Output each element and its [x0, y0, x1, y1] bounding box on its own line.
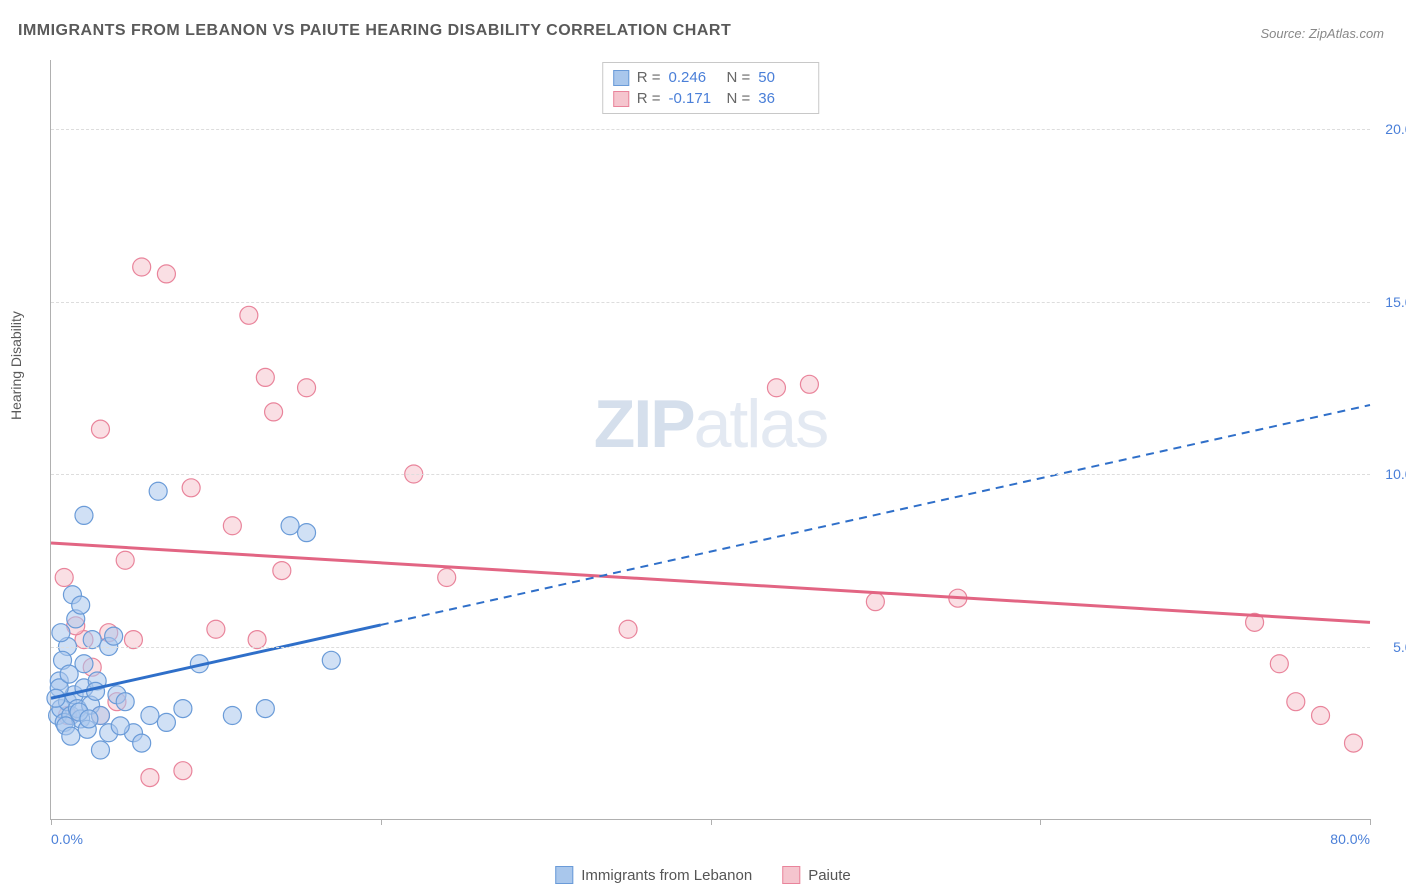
scatter-point	[298, 524, 316, 542]
scatter-point	[141, 769, 159, 787]
scatter-point	[52, 624, 70, 642]
stats-row-series2: R = -0.171 N = 36	[613, 88, 809, 109]
scatter-point	[60, 665, 78, 683]
scatter-point	[866, 593, 884, 611]
scatter-point	[256, 700, 274, 718]
stats-n-label: N =	[727, 90, 751, 107]
scatter-point	[87, 682, 105, 700]
scatter-point	[207, 620, 225, 638]
scatter-point	[72, 596, 90, 614]
stats-legend-box: R = 0.246 N = 50 R = -0.171 N = 36	[602, 62, 820, 114]
scatter-point	[182, 479, 200, 497]
stats-r-label: R =	[637, 69, 661, 86]
stats-r-value-1: 0.246	[669, 69, 719, 86]
legend-swatch-series2	[782, 866, 800, 884]
scatter-point	[91, 420, 109, 438]
scatter-point	[273, 562, 291, 580]
scatter-point	[240, 306, 258, 324]
scatter-point	[298, 379, 316, 397]
x-tick	[1370, 819, 1371, 825]
gridline-h	[51, 129, 1370, 130]
scatter-point	[256, 368, 274, 386]
scatter-point	[105, 627, 123, 645]
plot-svg	[51, 60, 1370, 819]
scatter-point	[265, 403, 283, 421]
plot-area: ZIPatlas R = 0.246 N = 50 R = -0.171 N =…	[50, 60, 1370, 820]
stats-row-series1: R = 0.246 N = 50	[613, 67, 809, 88]
x-tick-label: 0.0%	[51, 831, 83, 847]
x-tick	[381, 819, 382, 825]
source-attribution: Source: ZipAtlas.com	[1260, 26, 1384, 41]
scatter-point	[322, 651, 340, 669]
scatter-point	[55, 569, 73, 587]
scatter-point	[1312, 707, 1330, 725]
scatter-point	[281, 517, 299, 535]
legend-item-series2: Paiute	[782, 866, 851, 884]
stats-n-value-2: 36	[758, 90, 808, 107]
chart-title: IMMIGRANTS FROM LEBANON VS PAIUTE HEARIN…	[18, 22, 731, 40]
scatter-point	[75, 506, 93, 524]
y-tick-label: 15.0%	[1385, 294, 1406, 310]
scatter-point	[116, 551, 134, 569]
scatter-point	[157, 265, 175, 283]
y-axis-label: Hearing Disability	[8, 311, 24, 420]
scatter-point	[174, 762, 192, 780]
scatter-point	[91, 741, 109, 759]
scatter-point	[149, 482, 167, 500]
legend-item-series1: Immigrants from Lebanon	[555, 866, 752, 884]
stats-r-value-2: -0.171	[669, 90, 719, 107]
scatter-point	[438, 569, 456, 587]
stats-swatch-series2	[613, 91, 629, 107]
scatter-point	[767, 379, 785, 397]
scatter-point	[133, 734, 151, 752]
scatter-point	[174, 700, 192, 718]
stats-r-label: R =	[637, 90, 661, 107]
gridline-h	[51, 474, 1370, 475]
bottom-legend: Immigrants from Lebanon Paiute	[555, 866, 850, 884]
scatter-point	[116, 693, 134, 711]
trend-line	[51, 543, 1370, 622]
scatter-point	[141, 707, 159, 725]
stats-n-value-1: 50	[758, 69, 808, 86]
scatter-point	[80, 710, 98, 728]
scatter-point	[1345, 734, 1363, 752]
scatter-point	[619, 620, 637, 638]
x-tick	[51, 819, 52, 825]
gridline-h	[51, 302, 1370, 303]
x-tick	[711, 819, 712, 825]
scatter-point	[800, 375, 818, 393]
legend-label-series2: Paiute	[808, 867, 851, 884]
y-tick-label: 5.0%	[1393, 639, 1406, 655]
scatter-point	[62, 727, 80, 745]
x-tick-label: 80.0%	[1330, 831, 1370, 847]
stats-n-label: N =	[727, 69, 751, 86]
legend-label-series1: Immigrants from Lebanon	[581, 867, 752, 884]
scatter-point	[223, 707, 241, 725]
scatter-point	[1287, 693, 1305, 711]
scatter-point	[133, 258, 151, 276]
x-tick	[1040, 819, 1041, 825]
scatter-point	[223, 517, 241, 535]
y-tick-label: 10.0%	[1385, 466, 1406, 482]
stats-swatch-series1	[613, 70, 629, 86]
scatter-point	[157, 713, 175, 731]
gridline-h	[51, 647, 1370, 648]
scatter-point	[111, 717, 129, 735]
y-tick-label: 20.0%	[1385, 121, 1406, 137]
legend-swatch-series1	[555, 866, 573, 884]
scatter-point	[1270, 655, 1288, 673]
chart-container: IMMIGRANTS FROM LEBANON VS PAIUTE HEARIN…	[0, 0, 1406, 892]
